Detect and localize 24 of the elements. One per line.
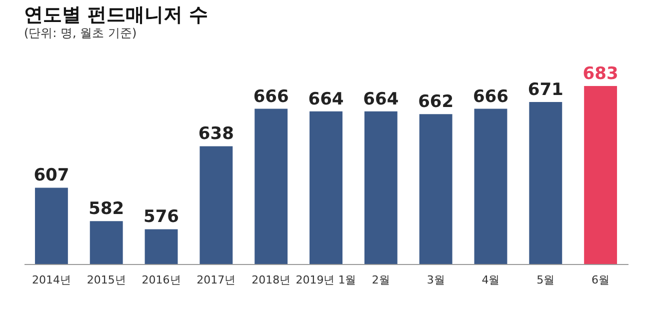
x-tick-label: 6월 xyxy=(592,274,610,286)
x-tick-label: 4월 xyxy=(482,274,500,286)
x-tick-label: 3월 xyxy=(426,274,445,286)
chart-title: 연도별 펀드매니저 수 xyxy=(24,4,208,26)
x-tick-label: 2015년 xyxy=(86,274,126,286)
data-label: 662 xyxy=(418,92,454,112)
data-label: 664 xyxy=(363,89,399,110)
x-tick-label: 2019년 1월 xyxy=(296,274,356,286)
chart-subtitle: (단위: 명, 월초 기준) xyxy=(24,26,137,40)
x-tick-label: 2016년 xyxy=(142,274,181,286)
x-tick-label: 2018년 xyxy=(252,274,291,286)
data-label: 638 xyxy=(198,124,234,144)
data-label: 666 xyxy=(253,86,289,107)
data-label: 576 xyxy=(144,207,180,228)
data-label: 666 xyxy=(472,86,508,107)
data-label: 671 xyxy=(528,80,564,100)
x-tick-label: 2017년 xyxy=(196,274,236,286)
x-tick-label: 2014년 xyxy=(32,274,71,286)
data-label: 607 xyxy=(34,166,70,186)
x-tick-label: 2월 xyxy=(372,274,390,286)
data-label: 582 xyxy=(88,199,124,220)
data-label: 683 xyxy=(582,64,618,84)
x-tick-label: 5월 xyxy=(536,274,555,286)
data-label: 664 xyxy=(308,89,344,110)
